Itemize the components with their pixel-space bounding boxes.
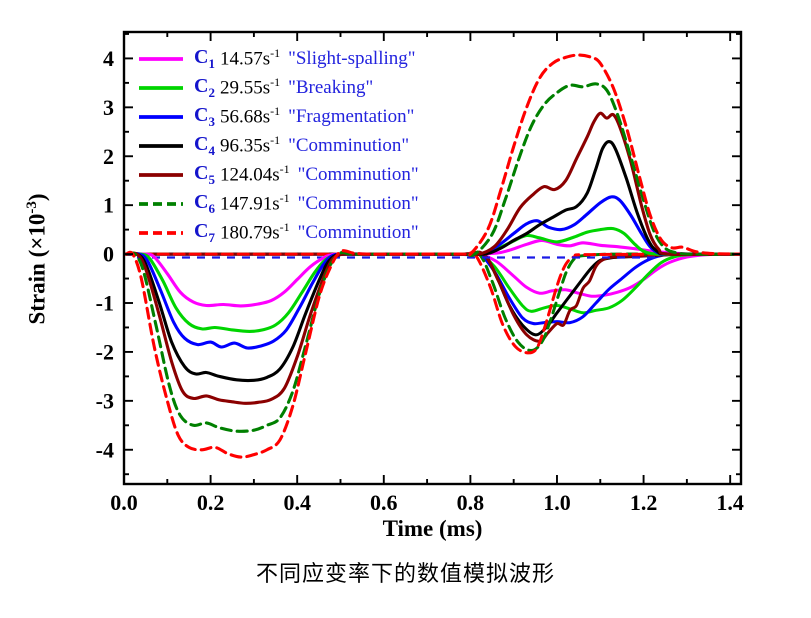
c6-transmitted-curve	[124, 250, 741, 353]
figure-caption: 不同应变率下的数值模拟波形	[255, 561, 555, 586]
legend-failure-mode: "Breaking"	[288, 76, 374, 98]
y-tick-label: 2	[103, 144, 114, 169]
y-axis-title: Strain (×10-3)	[24, 139, 52, 379]
legend-strain-rate: 96.35s-1	[219, 133, 281, 157]
legend-item-c3: C3 56.68s-1 "Fragmentation"	[138, 102, 419, 131]
legend-line-sample	[139, 56, 183, 61]
plot-area	[124, 53, 741, 459]
legend-strain-rate: 124.04s-1	[219, 162, 290, 186]
y-axis-title-suffix: )	[24, 193, 50, 202]
legend-strain-rate: 56.68s-1	[219, 104, 281, 128]
x-tick-labels: 0.0 0.2 0.4 0.6 0.8 1.0 1.2 1.4	[110, 490, 744, 515]
y-tick-label: -1	[96, 291, 114, 316]
legend-item-c6: C6 147.91s-1 "Comminution"	[138, 189, 419, 218]
x-tick-label: 1.4	[716, 490, 744, 515]
legend-line-sample	[139, 201, 183, 206]
y-tick-label: 3	[103, 95, 114, 120]
x-tick-label: 0.4	[283, 490, 311, 515]
c6-main-curve	[124, 82, 741, 433]
y-axis-title-sup: -3	[24, 201, 40, 214]
c3-transmitted-curve	[124, 251, 741, 326]
legend-item-c5: C5 124.04s-1 "Comminution"	[138, 160, 419, 189]
y-axis-title-text: Strain (×10	[24, 213, 50, 325]
y-tick-labels: -4 -3 -2 -1 0 1 2 3 4	[96, 46, 114, 462]
y-tick-label: 0	[103, 242, 114, 267]
legend-series-symbol: C7	[194, 219, 215, 245]
legend-line-sample	[139, 85, 183, 90]
y-tick-label: 1	[103, 193, 114, 218]
x-tick-label: 0.6	[370, 490, 398, 515]
legend-line-sample	[139, 172, 183, 177]
legend-series-symbol: C2	[194, 74, 215, 100]
legend-line-sample	[139, 114, 183, 119]
legend-item-c2: C2 29.55s-1 "Breaking"	[138, 73, 419, 102]
y-tick-label: -2	[96, 339, 114, 364]
legend-series-symbol: C5	[194, 161, 215, 187]
legend: C1 14.57s-1 "Slight-spalling" C2 29.55s-1 "Br…	[138, 44, 419, 247]
legend-failure-mode: "Comminution"	[297, 221, 419, 243]
x-tick-label: 0.8	[457, 490, 485, 515]
legend-strain-rate: 147.91s-1	[219, 191, 290, 215]
legend-failure-mode: "Fragmentation"	[288, 105, 415, 127]
legend-item-c7: C7 180.79s-1 "Comminution"	[138, 218, 419, 247]
y-tick-label: 4	[103, 46, 114, 71]
plot-frame	[122, 30, 743, 486]
x-tick-label: 1.2	[630, 490, 658, 515]
legend-failure-mode: "Comminution"	[288, 134, 410, 156]
x-tick-label: 0.0	[110, 490, 138, 515]
x-tick-label: 1.0	[543, 490, 571, 515]
legend-failure-mode: "Slight-spalling"	[288, 47, 416, 69]
y-tick-label: -3	[96, 388, 114, 413]
x-axis-title: Time (ms)	[382, 516, 483, 541]
legend-series-symbol: C1	[194, 45, 215, 71]
legend-line-sample	[139, 230, 183, 235]
legend-series-symbol: C6	[194, 190, 215, 216]
legend-series-symbol: C4	[194, 132, 215, 158]
y-tick-label: -4	[96, 437, 114, 462]
legend-failure-mode: "Comminution"	[297, 163, 419, 185]
c4-transmitted-curve	[124, 250, 741, 337]
legend-strain-rate: 14.57s-1	[219, 46, 281, 70]
legend-item-c1: C1 14.57s-1 "Slight-spalling"	[138, 44, 419, 73]
c7-transmitted-curve	[124, 250, 741, 355]
legend-line-sample	[139, 143, 183, 148]
legend-series-symbol: C3	[194, 103, 215, 129]
x-tick-label: 0.2	[197, 490, 225, 515]
legend-failure-mode: "Comminution"	[297, 192, 419, 214]
legend-strain-rate: 29.55s-1	[219, 75, 281, 99]
legend-strain-rate: 180.79s-1	[219, 220, 290, 244]
axis-ticks	[123, 32, 741, 484]
c7-main-curve	[124, 53, 741, 459]
legend-item-c4: C4 96.35s-1 "Comminution"	[138, 131, 419, 160]
